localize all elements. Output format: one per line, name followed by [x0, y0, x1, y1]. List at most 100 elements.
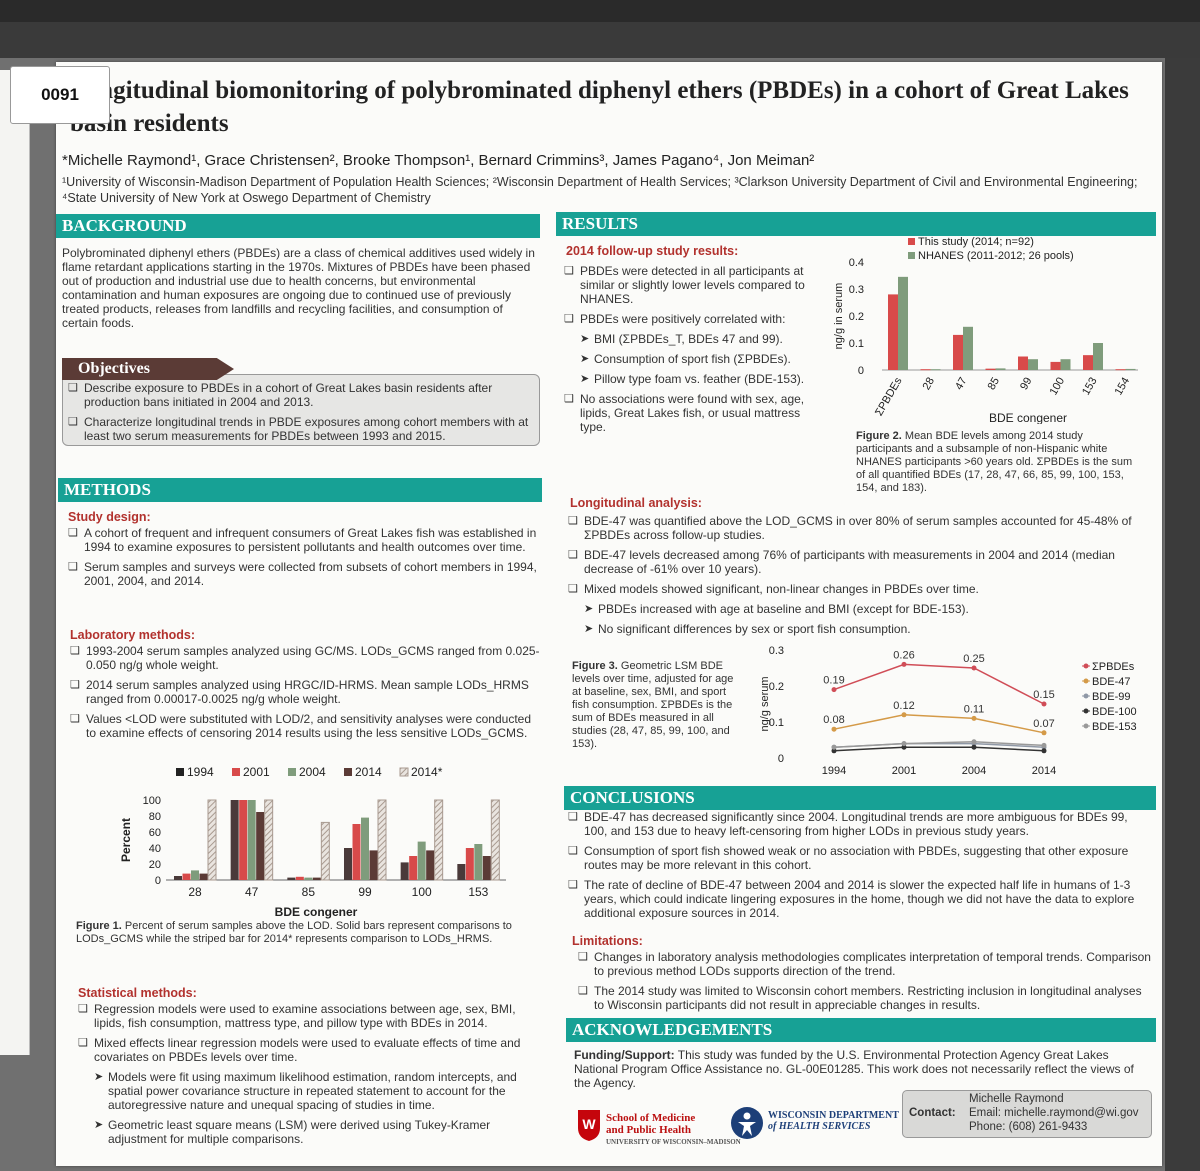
svg-text:W: W — [582, 1116, 596, 1132]
wall-right — [1165, 58, 1200, 1171]
data-label: 0.15 — [1033, 689, 1054, 701]
x-tick-label: 153 — [1080, 376, 1100, 398]
list-item: ➤ Models were fit using maximum likelihoo… — [94, 1070, 517, 1112]
x-tick-label: 85 — [302, 885, 316, 899]
bar — [320, 821, 330, 881]
data-point — [1041, 742, 1047, 748]
bar — [426, 850, 435, 880]
y-tick-label: 20 — [149, 859, 161, 871]
y-tick-label: 0 — [778, 753, 784, 765]
figure-2-caption: Figure 2. Mean BDE levels among 2014 stu… — [856, 430, 1133, 494]
methods-header: METHODS — [58, 478, 542, 502]
study-design-list: ❑ A cohort of frequent and infrequent con… — [68, 526, 538, 594]
legend-label: 2014 — [355, 765, 382, 779]
bar — [985, 368, 996, 370]
bar — [1115, 369, 1126, 371]
data-point — [971, 739, 977, 745]
y-tick-label: 0.3 — [849, 284, 864, 296]
series-line — [833, 663, 1045, 705]
bar — [191, 870, 199, 880]
legend-label: BDE-99 — [1092, 691, 1131, 703]
legend-label: 2014* — [411, 765, 443, 779]
legend-label: BDE-100 — [1092, 706, 1137, 718]
statistical-methods-title: Statistical methods: — [78, 986, 197, 1000]
legend-label: NHANES (2011-2012; 26 pools) — [918, 250, 1074, 262]
dhs-logo-icon — [731, 1107, 763, 1139]
data-point — [1041, 701, 1047, 707]
bar — [256, 812, 265, 880]
bar — [417, 841, 426, 880]
x-tick-label: 99 — [1018, 376, 1035, 393]
data-label: 0.08 — [823, 714, 844, 726]
list-item: ❑ The 2014 study was limited to Wisconsin… — [578, 984, 1142, 1012]
affiliations: ¹University of Wisconsin-Madison Departm… — [62, 175, 1138, 205]
legend-swatch — [232, 768, 240, 776]
legend-label: BDE-47 — [1092, 676, 1131, 688]
bar — [304, 877, 313, 880]
legend-label: 2001 — [243, 765, 270, 779]
y-tick-label: 40 — [149, 843, 161, 855]
y-tick-label: 0.3 — [769, 645, 784, 657]
bar — [239, 800, 248, 880]
x-axis-label: BDE congener — [275, 905, 358, 919]
series-line — [833, 714, 1045, 734]
bar — [920, 369, 931, 371]
list-item: ❑ No associations were found with sex, ag… — [564, 392, 805, 434]
x-tick-label: 28 — [188, 885, 202, 899]
wall-top-strip — [0, 0, 1200, 22]
x-tick-label: 100 — [1048, 376, 1068, 398]
series-line — [833, 746, 1045, 752]
legend-swatch — [399, 767, 409, 777]
bar — [457, 864, 466, 880]
data-point — [901, 712, 907, 718]
y-axis-label: Percent — [119, 818, 133, 862]
x-tick-label: 2001 — [892, 765, 916, 777]
uw-logo-text: School of Medicine and Public Health UNI… — [606, 1112, 741, 1146]
x-axis-label: BDE congener — [989, 411, 1067, 424]
y-tick-label: 80 — [149, 811, 161, 823]
legend-swatch — [176, 768, 184, 776]
data-point — [1041, 748, 1047, 754]
poster-number-tag: 0091 — [10, 66, 110, 124]
x-tick-label: 85 — [986, 376, 1003, 393]
bar — [207, 799, 217, 881]
x-tick-label: 2014 — [1032, 765, 1056, 777]
bar — [482, 856, 491, 880]
followup-list: ❑ PBDEs were detected in all participants… — [564, 264, 814, 440]
figure-1-caption: Figure 1. Percent of serum samples above… — [76, 920, 512, 945]
conclusions-header: CONCLUSIONS — [564, 786, 1156, 810]
data-point — [971, 665, 977, 671]
list-item: ❑ PBDEs were positively correlated with: — [564, 312, 786, 326]
data-point — [971, 715, 977, 721]
bar — [230, 800, 239, 880]
list-item: ➤ BMI (ΣPBDEs_T, BDEs 47 and 99). — [580, 332, 783, 346]
data-point — [831, 687, 837, 693]
x-tick-label: 153 — [468, 885, 488, 899]
list-item: ❑ Characterize longitudinal trends in PBD… — [68, 415, 529, 443]
objectives-header: Objectives — [62, 358, 234, 380]
poster: Longitudinal biomonitoring of polybromin… — [56, 62, 1162, 1166]
list-item: ❑ Mixed models showed significant, non-li… — [568, 582, 979, 596]
y-tick-label: 100 — [143, 795, 161, 807]
x-tick-label: 154 — [1113, 376, 1133, 398]
x-tick-label: 99 — [358, 885, 372, 899]
conclusions-list: ❑ BDE-47 has decreased significantly sinc… — [568, 810, 1152, 926]
legend-swatch — [908, 252, 915, 259]
list-item: ➤ Consumption of sport fish (ΣPBDEs). — [580, 352, 791, 366]
bar — [361, 817, 369, 880]
bar — [174, 876, 182, 880]
list-item: ❑ Describe exposure to PBDEs in a cohort … — [68, 381, 493, 409]
legend-label: This study (2014; n=92) — [918, 236, 1034, 248]
data-point — [831, 726, 837, 732]
list-item: ➤ Geometric least square means (LSM) were… — [94, 1118, 491, 1146]
data-label: 0.26 — [893, 649, 914, 661]
contact-name: Michelle Raymond — [969, 1093, 1064, 1105]
x-tick-label: 1994 — [822, 765, 846, 777]
bar — [199, 873, 208, 880]
bar — [898, 276, 908, 370]
uw-crest-icon: W — [578, 1110, 600, 1141]
figure-3-caption: Figure 3. Geometric LSM BDE levels over … — [572, 660, 734, 750]
figure-2-chart: This study (2014; n=92) NHANES (2011-2012… — [833, 236, 1138, 424]
x-tick-label: ΣPBDEs — [873, 375, 905, 418]
y-tick-label: 0.1 — [769, 717, 784, 729]
